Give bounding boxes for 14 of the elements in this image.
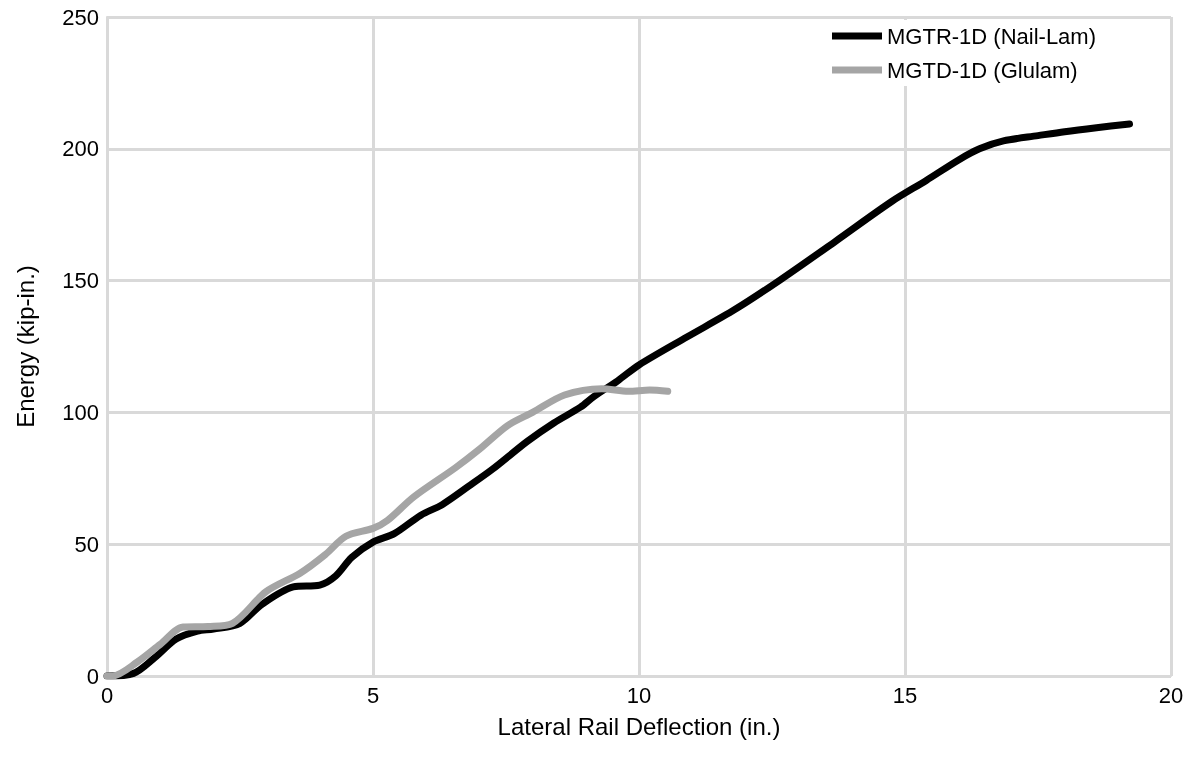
y-tick-label: 250 <box>62 4 99 30</box>
x-axis-title: Lateral Rail Deflection (in.) <box>497 712 781 740</box>
x-tick-label: 10 <box>626 682 652 708</box>
legend-label: MGTD-1D (Glulam) <box>887 57 1078 83</box>
y-tick-label: 200 <box>62 136 99 162</box>
y-tick-label: 100 <box>62 399 99 425</box>
y-tick-label: 150 <box>62 268 99 294</box>
y-tick-label: 0 <box>86 663 99 689</box>
y-tick-label: 50 <box>74 531 99 557</box>
y-axis-title: Energy (kip-in.) <box>11 265 39 428</box>
x-tick-label: 15 <box>892 682 918 708</box>
x-tick-label: 5 <box>366 682 380 708</box>
x-tick-label: 20 <box>1158 682 1184 708</box>
legend-label: MGTR-1D (Nail-Lam) <box>887 23 1096 49</box>
